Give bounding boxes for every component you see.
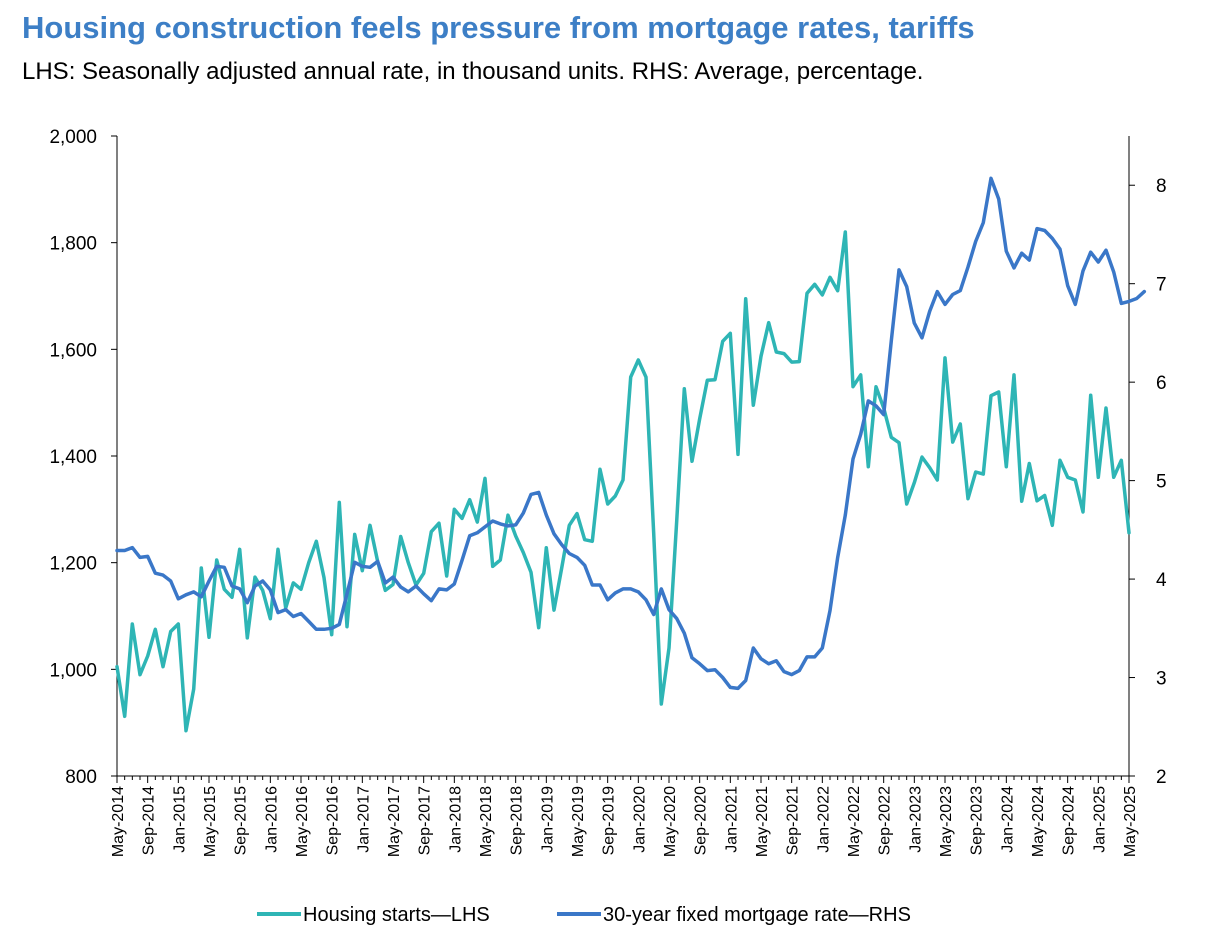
x-tick-label: Sep-2016 [325,786,342,855]
right-axis-ticks: 2 3 4 5 6 7 8 [1129,176,1167,788]
legend-label: 30-year fixed mortgage rate—RHS [603,904,911,926]
x-tick-label: Jan-2025 [1091,786,1108,853]
left-tick-label: 1,800 [49,234,97,255]
x-tick-label: May-2020 [662,786,679,857]
x-tick-label: Sep-2017 [417,786,434,855]
x-tick-label: Jan-2016 [263,786,280,853]
chart-axes [116,136,1130,777]
x-tick-label: May-2014 [110,786,127,857]
x-tick-label: Jan-2018 [447,786,464,853]
x-tick-label: Sep-2014 [141,786,158,855]
x-tick-label: Sep-2019 [601,786,618,855]
x-tick-label: May-2021 [754,786,771,857]
right-tick-label: 2 [1156,767,1167,788]
x-tick-label: May-2015 [202,786,219,857]
x-tick-label: Jan-2021 [723,786,740,853]
left-tick-label: 1,200 [49,554,97,575]
x-tick-label: May-2017 [386,786,403,857]
chart-legend: Housing starts—LHS 30-year fixed mortgage… [257,904,911,926]
right-tick-label: 4 [1156,570,1167,591]
x-tick-label: Sep-2023 [969,786,986,855]
right-tick-label: 7 [1156,275,1167,296]
left-tick-label: 1,400 [49,447,97,468]
x-tick-label: Sep-2020 [693,786,710,855]
x-tick-label: Sep-2018 [509,786,526,855]
right-tick-label: 3 [1156,669,1167,690]
x-tick-label: May-2019 [570,786,587,857]
left-tick-label: 800 [65,767,97,788]
x-tick-label: Jan-2024 [999,786,1016,853]
x-tick-label: May-2024 [1030,786,1047,857]
x-tick-label: Sep-2015 [233,786,250,855]
left-tick-label: 1,000 [49,660,97,681]
x-tick-label: May-2025 [1122,786,1139,857]
x-tick-label: Jan-2020 [631,786,648,853]
right-tick-label: 5 [1156,472,1167,493]
left-axis-ticks: 800 1,000 1,200 1,400 1,600 1,800 2,000 [49,127,117,788]
x-tick-label: Jan-2019 [539,786,556,853]
x-tick-label: Sep-2022 [877,786,894,855]
x-tick-label: Jan-2022 [815,786,832,853]
right-tick-label: 8 [1156,176,1167,197]
x-tick-label: Sep-2021 [785,786,802,855]
left-tick-label: 1,600 [49,340,97,361]
x-tick-label: May-2018 [478,786,495,857]
chart-series [115,176,1147,733]
right-tick-label: 6 [1156,373,1167,394]
x-tick-label: May-2016 [294,786,311,857]
chart-subtitle: LHS: Seasonally adjusted annual rate, in… [22,58,924,85]
chart-title: Housing construction feels pressure from… [22,10,975,45]
x-axis-ticks: May-2014 Sep-2014 Jan-2015 May-2015 Sep-2015… [110,776,1139,857]
legend-label: Housing starts—LHS [303,904,490,926]
housing-starts-line [115,230,1131,733]
x-tick-label: Jan-2015 [171,786,188,853]
x-tick-label: May-2022 [846,786,863,857]
x-tick-label: May-2023 [938,786,955,857]
x-tick-label: Jan-2017 [355,786,372,853]
mortgage-rate-line [115,176,1147,691]
left-tick-label: 2,000 [49,127,97,148]
x-tick-label: Jan-2023 [907,786,924,853]
x-tick-label: Sep-2024 [1061,786,1078,855]
